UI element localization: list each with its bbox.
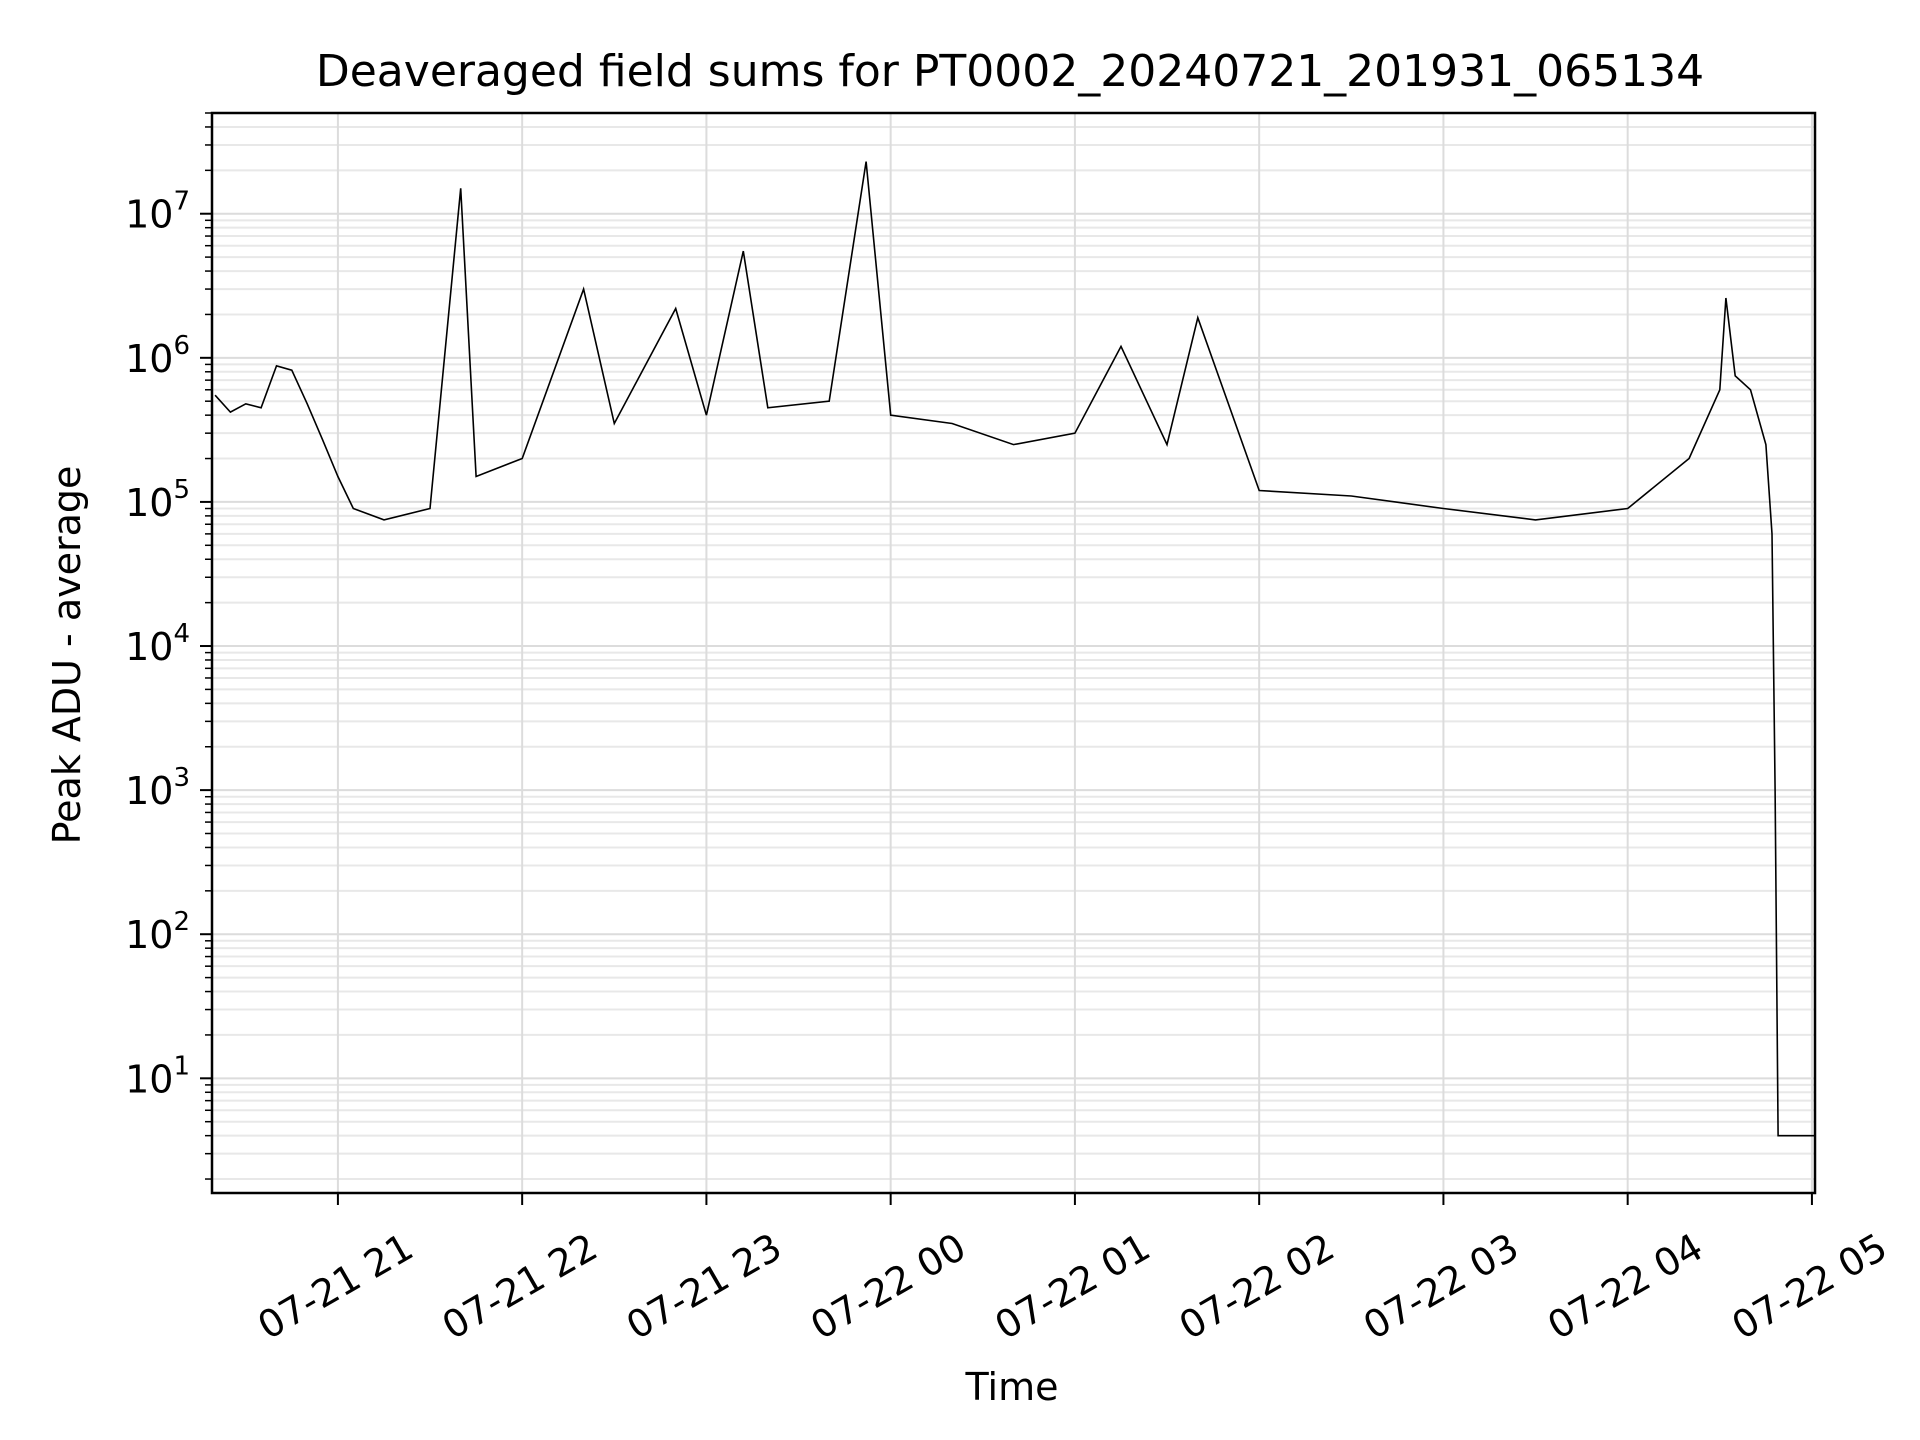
x-tick-label: 07-22 00 [803, 1225, 973, 1349]
y-tick-label: 102 [125, 907, 190, 957]
y-tick-label: 104 [125, 619, 190, 669]
y-tick-label: 105 [125, 475, 190, 525]
x-tick-label: 07-22 04 [1540, 1225, 1710, 1349]
x-tick-label: 07-21 23 [619, 1225, 789, 1349]
x-tick-label: 07-21 21 [250, 1225, 420, 1349]
x-tick-label: 07-22 03 [1356, 1225, 1526, 1349]
x-tick-label: 07-22 05 [1724, 1225, 1894, 1349]
y-tick-label: 101 [125, 1051, 190, 1101]
plot-frame [210, 111, 1817, 1195]
x-tick-label: 07-22 02 [1172, 1225, 1342, 1349]
grid-lines [205, 112, 1815, 1193]
x-axis-label: Time [965, 1365, 1059, 1409]
y-tick-label: 106 [125, 331, 190, 381]
y-axis-label: Peak ADU - average [45, 466, 89, 845]
y-tick-label: 103 [125, 763, 190, 813]
x-tick-label: 07-22 01 [987, 1225, 1157, 1349]
y-tick-label: 107 [125, 187, 190, 237]
chart-title: Deaveraged field sums for PT0002_2024072… [316, 46, 1704, 97]
data-series-line [214, 161, 1815, 1137]
x-tick-label: 07-21 22 [435, 1225, 605, 1349]
